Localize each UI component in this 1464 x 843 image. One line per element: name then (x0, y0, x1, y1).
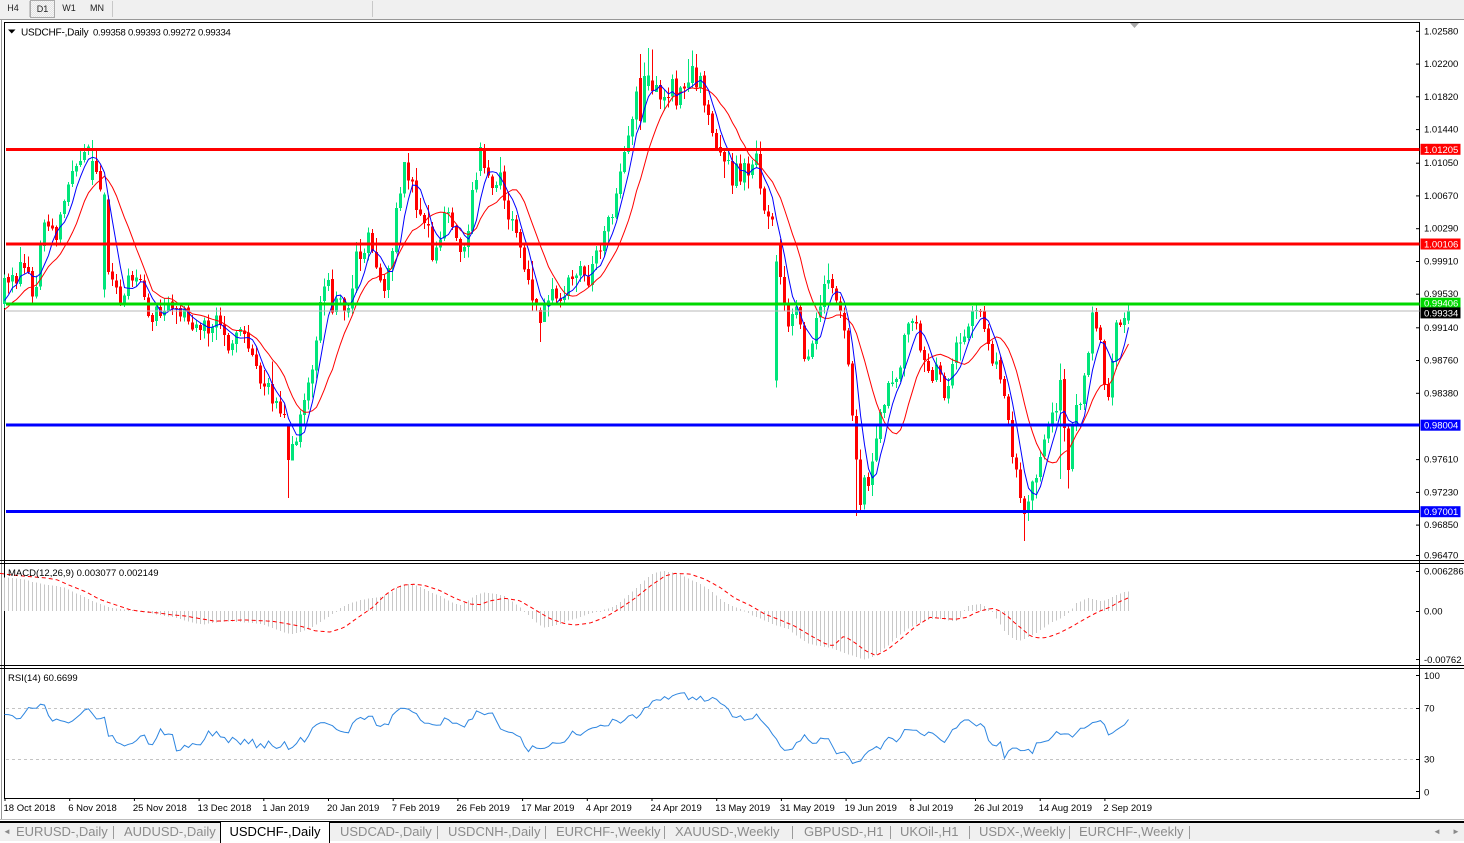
svg-text:0.98380: 0.98380 (1424, 388, 1458, 399)
svg-text:18 Oct 2018: 18 Oct 2018 (4, 803, 56, 814)
svg-text:0.97230: 0.97230 (1424, 487, 1458, 498)
svg-text:6 Nov 2018: 6 Nov 2018 (68, 803, 117, 814)
svg-text:14 Aug 2019: 14 Aug 2019 (1039, 803, 1092, 814)
svg-text:0.98760: 0.98760 (1424, 356, 1458, 367)
svg-text:26 Feb 2019: 26 Feb 2019 (456, 803, 509, 814)
svg-text:USDCHF-,Daily: USDCHF-,Daily (21, 28, 89, 39)
svg-text:0.97610: 0.97610 (1424, 455, 1458, 466)
svg-text:13 Dec 2018: 13 Dec 2018 (198, 803, 252, 814)
svg-text:1.00290: 1.00290 (1424, 224, 1458, 235)
svg-text:1.01050: 1.01050 (1424, 158, 1458, 169)
svg-text:1 Jan 2019: 1 Jan 2019 (262, 803, 309, 814)
svg-text:20 Jan 2019: 20 Jan 2019 (327, 803, 379, 814)
svg-text:30: 30 (1424, 755, 1435, 766)
svg-text:0.96470: 0.96470 (1424, 551, 1458, 562)
svg-text:1.02580: 1.02580 (1424, 26, 1458, 37)
svg-text:0.98004: 0.98004 (1424, 421, 1458, 432)
svg-text:70: 70 (1424, 704, 1435, 715)
svg-text:31 May 2019: 31 May 2019 (780, 803, 835, 814)
svg-text:0.97001: 0.97001 (1424, 507, 1458, 518)
svg-text:13 May 2019: 13 May 2019 (715, 803, 770, 814)
svg-text:0.00: 0.00 (1424, 607, 1443, 618)
svg-text:1.00106: 1.00106 (1424, 240, 1458, 251)
svg-text:0: 0 (1424, 787, 1429, 798)
svg-text:1.02200: 1.02200 (1424, 59, 1458, 70)
svg-text:MACD(12,26,9) 0.003077 0.00214: MACD(12,26,9) 0.003077 0.002149 (8, 568, 159, 579)
svg-text:1.01205: 1.01205 (1424, 145, 1458, 156)
svg-text:8 Jul 2019: 8 Jul 2019 (909, 803, 953, 814)
svg-text:0.99530: 0.99530 (1424, 289, 1458, 300)
svg-text:1.00670: 1.00670 (1424, 191, 1458, 202)
svg-text:-0.00762: -0.00762 (1424, 655, 1462, 666)
svg-text:2 Sep 2019: 2 Sep 2019 (1103, 803, 1152, 814)
svg-text:100: 100 (1424, 671, 1440, 682)
svg-text:RSI(14) 60.6699: RSI(14) 60.6699 (8, 673, 78, 684)
svg-text:0.99334: 0.99334 (1424, 308, 1458, 319)
svg-text:19 Jun 2019: 19 Jun 2019 (845, 803, 897, 814)
svg-text:1.01440: 1.01440 (1424, 125, 1458, 136)
svg-text:0.99406: 0.99406 (1424, 299, 1458, 310)
svg-text:0.006286: 0.006286 (1424, 567, 1464, 578)
svg-text:1.01820: 1.01820 (1424, 92, 1458, 103)
svg-text:24 Apr 2019: 24 Apr 2019 (651, 803, 702, 814)
svg-text:0.96850: 0.96850 (1424, 520, 1458, 531)
svg-text:0.99358 0.99393 0.99272 0.9933: 0.99358 0.99393 0.99272 0.99334 (93, 28, 231, 39)
svg-text:25 Nov 2018: 25 Nov 2018 (133, 803, 187, 814)
svg-text:26 Jul 2019: 26 Jul 2019 (974, 803, 1023, 814)
svg-text:0.99140: 0.99140 (1424, 323, 1458, 334)
svg-text:4 Apr 2019: 4 Apr 2019 (586, 803, 632, 814)
svg-text:7 Feb 2019: 7 Feb 2019 (392, 803, 440, 814)
svg-text:0.99910: 0.99910 (1424, 257, 1458, 268)
svg-text:17 Mar 2019: 17 Mar 2019 (521, 803, 574, 814)
